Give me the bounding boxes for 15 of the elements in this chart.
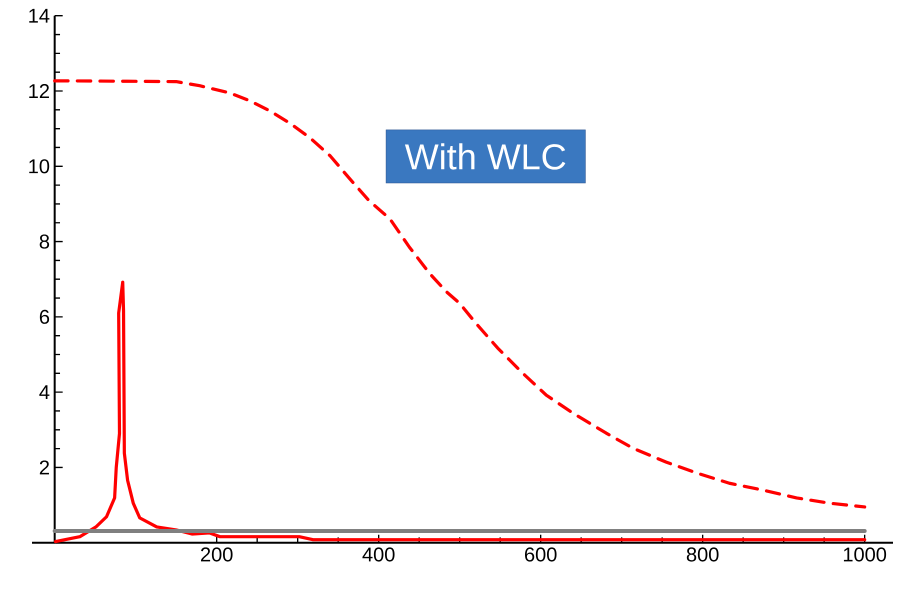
line-series [53,79,866,509]
y-tick-label: 10 [29,159,50,174]
x-tick-label: 1000 [844,547,886,562]
y-tick-label: 12 [29,84,49,98]
y-tick-label: 2 [40,460,49,474]
y-tick-label: 4 [39,385,50,400]
line-series [54,280,866,544]
x-tick-label: 600 [525,547,557,562]
y-tick-label: 6 [40,310,50,324]
x-tick-label: 200 [201,547,233,562]
x-tick-label: 400 [362,547,395,562]
y-tick-label: 8 [40,234,50,249]
y-tick-label: 14 [29,8,50,23]
x-tick-label: 800 [686,547,719,562]
annotation: With WLC [404,143,566,170]
